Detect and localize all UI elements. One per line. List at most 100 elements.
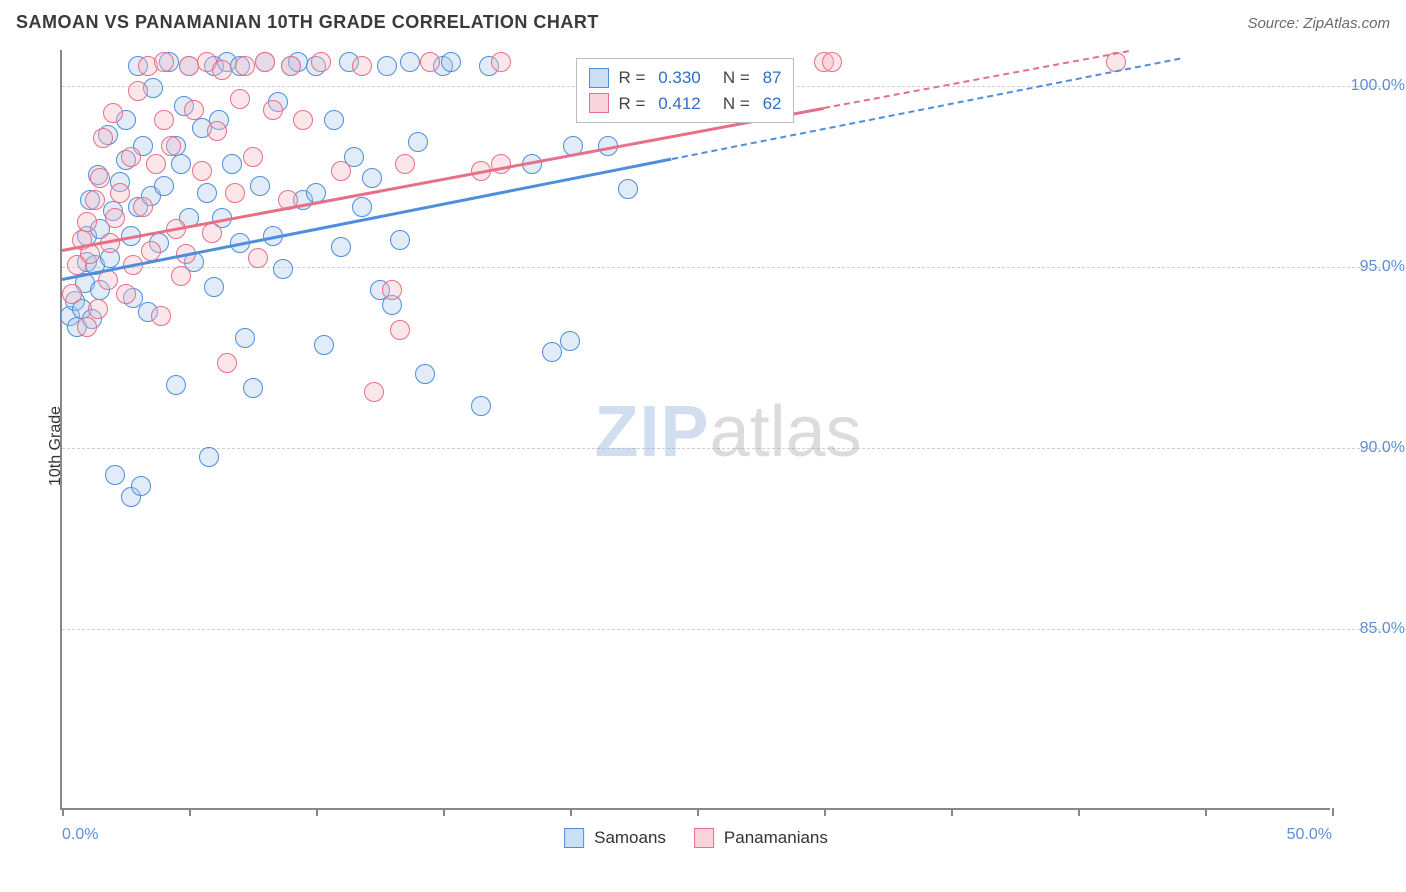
scatter-point xyxy=(225,183,245,203)
scatter-point xyxy=(116,284,136,304)
scatter-point xyxy=(560,331,580,351)
watermark: ZIPatlas xyxy=(595,391,862,473)
scatter-point xyxy=(395,154,415,174)
scatter-point xyxy=(192,161,212,181)
scatter-point xyxy=(314,335,334,355)
legend-swatch xyxy=(694,828,714,848)
x-tick xyxy=(951,808,953,816)
scatter-point xyxy=(217,353,237,373)
legend-item: Samoans xyxy=(564,828,666,848)
gridline-h xyxy=(62,267,1390,268)
y-axis-label: 10th Grade xyxy=(47,406,65,486)
scatter-point xyxy=(293,110,313,130)
legend-label: Panamanians xyxy=(724,828,828,848)
x-tick xyxy=(62,808,64,816)
stat-r-value: 0.412 xyxy=(658,91,701,117)
stat-label: R = xyxy=(619,91,651,117)
scatter-point xyxy=(154,110,174,130)
scatter-point xyxy=(184,100,204,120)
stat-n-value: 62 xyxy=(763,91,782,117)
scatter-point xyxy=(88,299,108,319)
scatter-point xyxy=(382,280,402,300)
scatter-point xyxy=(202,223,222,243)
scatter-point xyxy=(352,197,372,217)
scatter-point xyxy=(154,176,174,196)
scatter-point xyxy=(171,266,191,286)
scatter-point xyxy=(197,183,217,203)
x-tick xyxy=(1205,808,1207,816)
y-tick-label: 90.0% xyxy=(1360,439,1405,457)
scatter-point xyxy=(161,136,181,156)
scatter-point xyxy=(273,259,293,279)
scatter-point xyxy=(93,128,113,148)
scatter-point xyxy=(352,56,372,76)
scatter-point xyxy=(235,328,255,348)
x-tick xyxy=(189,808,191,816)
x-tick xyxy=(443,808,445,816)
scatter-point xyxy=(131,476,151,496)
scatter-point xyxy=(311,52,331,72)
scatter-point xyxy=(212,60,232,80)
chart-title: SAMOAN VS PANAMANIAN 10TH GRADE CORRELAT… xyxy=(16,12,599,33)
scatter-point xyxy=(441,52,461,72)
scatter-point xyxy=(255,52,275,72)
scatter-point xyxy=(377,56,397,76)
scatter-point xyxy=(491,52,511,72)
scatter-point xyxy=(542,342,562,362)
x-tick xyxy=(824,808,826,816)
scatter-point xyxy=(141,241,161,261)
stats-row: R = 0.330 N = 87 xyxy=(589,65,782,91)
scatter-point xyxy=(154,52,174,72)
scatter-point xyxy=(235,56,255,76)
x-tick xyxy=(1332,808,1334,816)
scatter-point xyxy=(133,197,153,217)
x-tick-label: 50.0% xyxy=(1287,826,1332,844)
y-tick-label: 85.0% xyxy=(1360,620,1405,638)
scatter-point xyxy=(331,237,351,257)
scatter-point xyxy=(390,230,410,250)
stat-n-value: 87 xyxy=(763,65,782,91)
trend-line xyxy=(824,50,1129,109)
scatter-point xyxy=(324,110,344,130)
legend-swatch xyxy=(589,93,609,113)
x-tick xyxy=(570,808,572,816)
x-tick xyxy=(316,808,318,816)
scatter-point xyxy=(121,147,141,167)
legend-label: Samoans xyxy=(594,828,666,848)
scatter-point xyxy=(415,364,435,384)
scatter-point xyxy=(128,81,148,101)
scatter-point xyxy=(103,103,123,123)
scatter-point xyxy=(248,248,268,268)
stat-label: N = xyxy=(709,65,755,91)
scatter-point xyxy=(77,212,97,232)
scatter-point xyxy=(199,447,219,467)
legend-swatch xyxy=(589,68,609,88)
scatter-point xyxy=(331,161,351,181)
gridline-h xyxy=(62,629,1390,630)
plot-area: 85.0%90.0%95.0%100.0%0.0%50.0%ZIPatlasR … xyxy=(60,50,1330,810)
scatter-point xyxy=(263,100,283,120)
scatter-point xyxy=(364,382,384,402)
scatter-point xyxy=(408,132,428,152)
legend: Samoans Panamanians xyxy=(564,828,828,848)
scatter-point xyxy=(77,317,97,337)
scatter-point xyxy=(362,168,382,188)
scatter-point xyxy=(822,52,842,72)
scatter-point xyxy=(146,154,166,174)
x-tick xyxy=(697,808,699,816)
scatter-point xyxy=(230,89,250,109)
stat-label: N = xyxy=(709,91,755,117)
scatter-point xyxy=(281,56,301,76)
y-tick-label: 100.0% xyxy=(1351,77,1405,95)
source-attribution: Source: ZipAtlas.com xyxy=(1247,15,1390,32)
scatter-point xyxy=(243,378,263,398)
stats-row: R = 0.412 N = 62 xyxy=(589,91,782,117)
scatter-point xyxy=(166,375,186,395)
scatter-point xyxy=(90,168,110,188)
trend-line xyxy=(62,107,825,252)
scatter-point xyxy=(222,154,242,174)
legend-item: Panamanians xyxy=(694,828,828,848)
scatter-point xyxy=(105,208,125,228)
scatter-point xyxy=(85,190,105,210)
scatter-point xyxy=(171,154,191,174)
